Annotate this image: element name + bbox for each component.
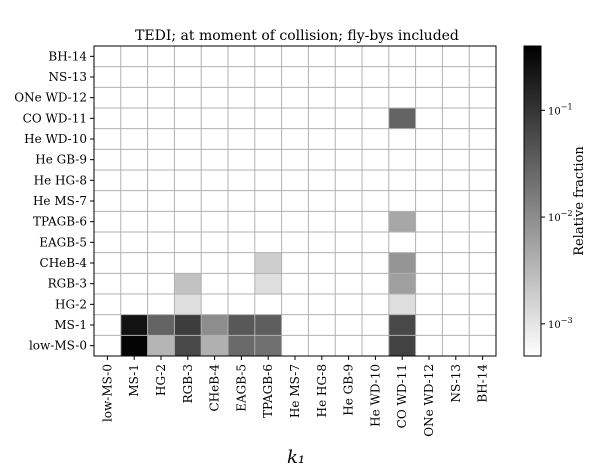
heatmap-cell: [388, 294, 416, 315]
heatmap-cell: [388, 314, 416, 336]
heatmap-cell: [174, 294, 202, 315]
heatmap-cell: [174, 273, 202, 294]
heatmap-cell: [254, 335, 282, 356]
colorbar-tick-label: 10−2: [548, 209, 573, 224]
colorbar-tick-label: 10−1: [548, 102, 573, 117]
x-tick-label: ONe WD-12: [422, 364, 436, 437]
x-tick-label: RGB-3: [181, 364, 195, 403]
heatmap-cell: [174, 335, 202, 356]
x-tick-label: CO WD-11: [395, 364, 409, 428]
y-tick-label: He HG-8: [34, 173, 87, 187]
y-tick-label: RGB-3: [48, 277, 87, 291]
y-tick-labels: low-MS-0 MS-1 HG-2 RGB-3 CHeB-4 EAGB-5 TPAGB-6…: [14, 49, 94, 353]
x-axis-label: k₁: [287, 447, 305, 468]
y-tick-label: TPAGB-6: [33, 215, 87, 229]
heatmap-cell: [120, 314, 148, 336]
y-tick-label: low-MS-0: [29, 339, 87, 353]
y-tick-label: MS-1: [54, 318, 87, 332]
y-tick-label: BH-14: [48, 49, 87, 63]
heatmap-cells: [120, 108, 416, 356]
x-tick-label: HG-2: [154, 364, 168, 396]
colorbar-tick-label: 10−3: [548, 316, 573, 331]
heatmap-cell: [147, 314, 175, 336]
heatmap-cell: [388, 211, 416, 232]
heatmap-cell: [228, 335, 255, 356]
x-tick-label: BH-14: [476, 364, 490, 403]
y-tick-label: HG-2: [55, 297, 87, 311]
x-tick-label: MS-1: [127, 364, 141, 397]
heatmap-cell: [228, 314, 255, 336]
chart-title: TEDI; at moment of collision; fly-bys in…: [135, 28, 459, 44]
x-tick-label: CHeB-4: [208, 364, 222, 412]
y-tick-label: He MS-7: [33, 194, 87, 208]
y-tick-label: NS-13: [49, 70, 87, 84]
heatmap-cell: [254, 252, 282, 274]
heatmap-cell: [388, 273, 416, 294]
heatmap-cell: [120, 335, 148, 356]
x-tick-label: low-MS-0: [100, 364, 114, 422]
heatmap-cell: [201, 335, 228, 356]
colorbar: [523, 45, 542, 357]
x-tick-label: He GB-9: [342, 364, 356, 416]
heatmap-cell: [254, 314, 282, 336]
x-tick-label: He WD-10: [368, 364, 382, 427]
x-tick-label: TPAGB-6: [261, 364, 275, 418]
colorbar-label: Relative fraction: [572, 146, 587, 256]
colorbar-ticks: 10−3 10−2 10−1: [541, 102, 573, 331]
heatmap-grid: [94, 46, 496, 356]
y-tick-label: ONe WD-12: [14, 91, 87, 105]
heatmap-cell: [388, 335, 416, 356]
heatmap-cell: [388, 252, 416, 274]
y-tick-label: CHeB-4: [40, 256, 88, 270]
x-tick-labels: low-MS-0 MS-1 HG-2 RGB-3 CHeB-4 EAGB-5 TPAGB-6…: [100, 356, 490, 437]
heatmap-cell: [254, 273, 282, 294]
x-tick-label: NS-13: [449, 364, 463, 402]
y-tick-label: EAGB-5: [39, 235, 87, 249]
heatmap-cell: [174, 314, 202, 336]
y-tick-label: He WD-10: [24, 132, 87, 146]
heatmap-cell: [147, 335, 175, 356]
y-tick-label: He GB-9: [35, 153, 87, 167]
y-tick-label: CO WD-11: [23, 111, 87, 125]
x-tick-label: He HG-8: [315, 364, 329, 417]
x-tick-label: EAGB-5: [234, 364, 248, 412]
heatmap-cell: [388, 108, 416, 129]
heatmap-cell: [201, 314, 228, 336]
x-tick-label: He MS-7: [288, 364, 302, 418]
plot-frame: [93, 45, 497, 357]
